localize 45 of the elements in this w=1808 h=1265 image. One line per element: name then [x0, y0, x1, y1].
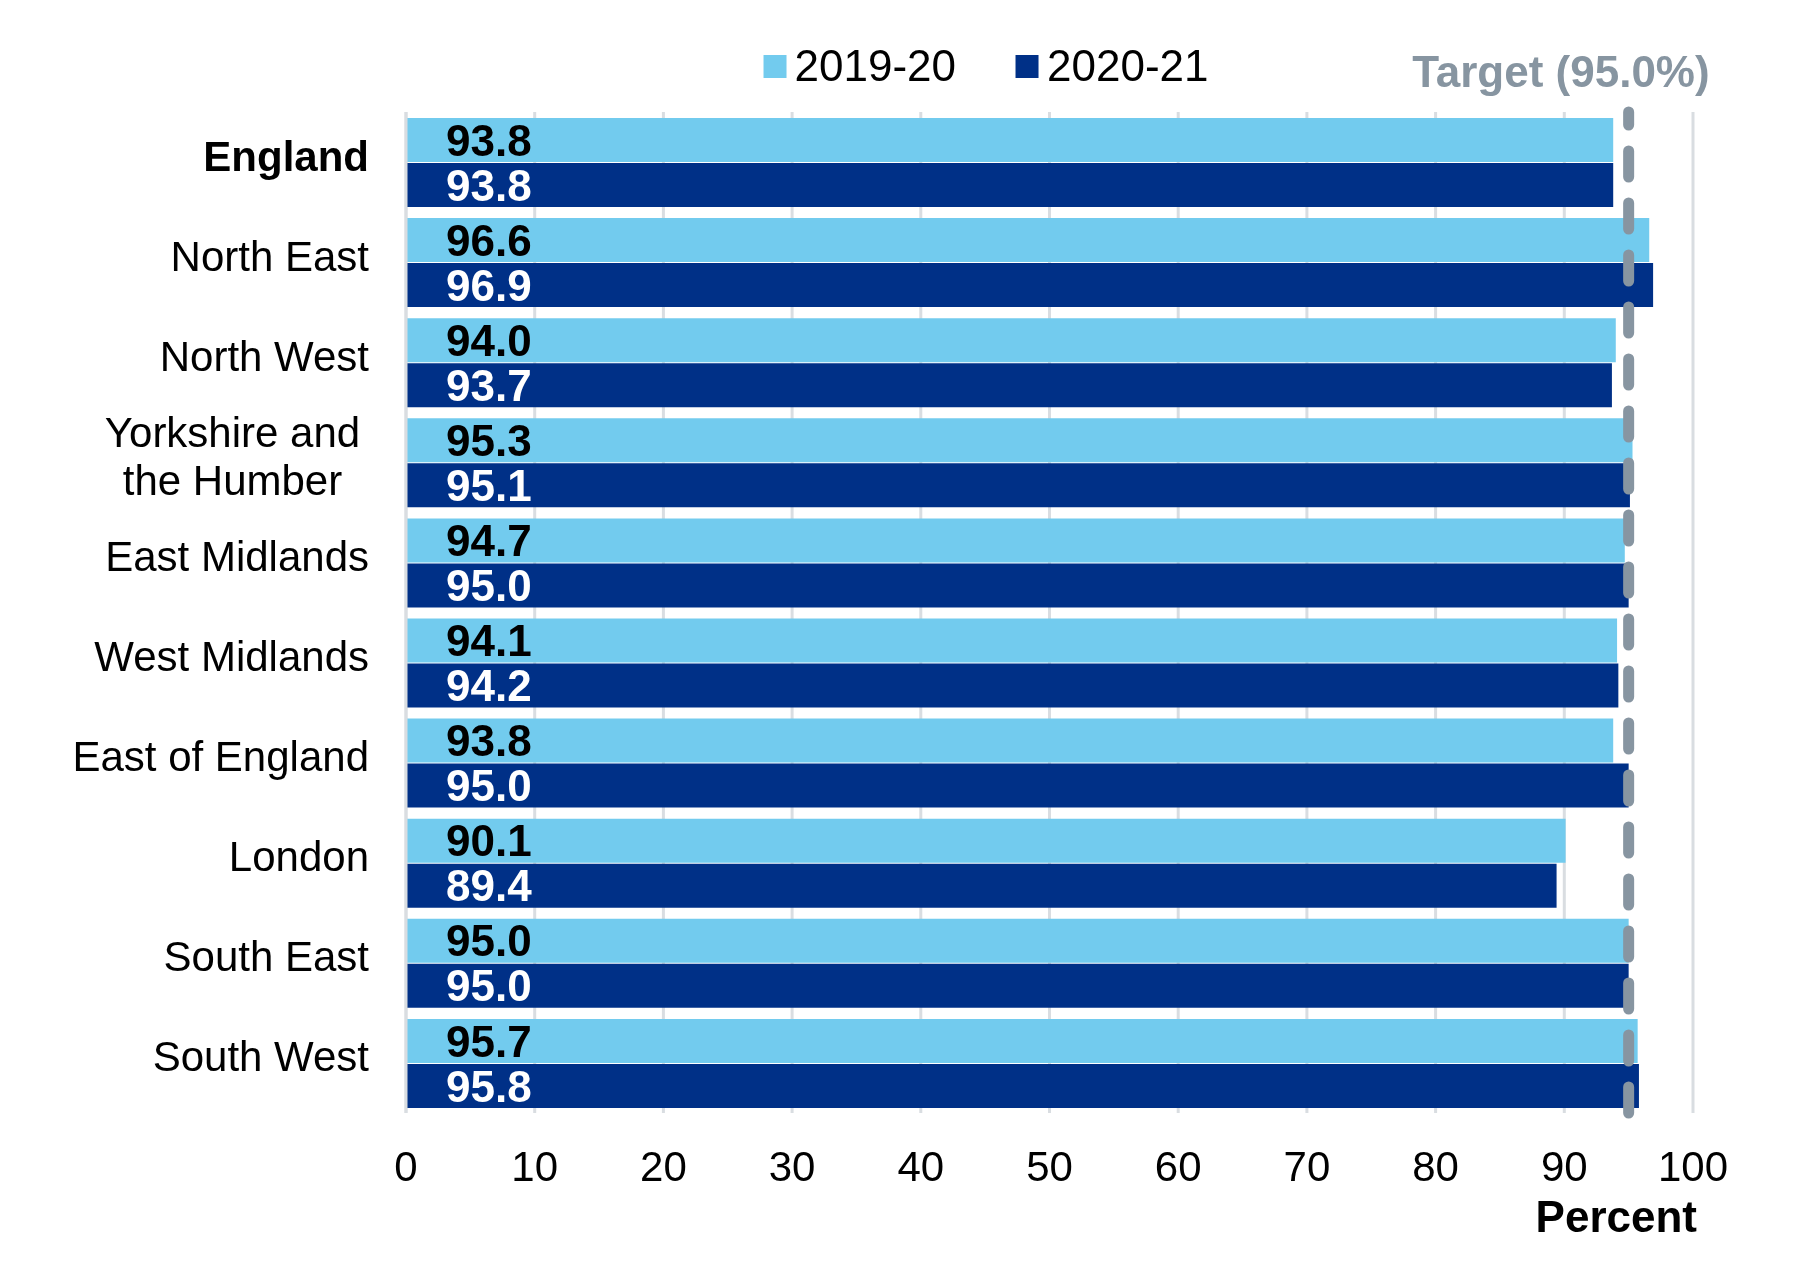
bar — [406, 763, 1629, 808]
bar — [406, 663, 1619, 708]
bar — [406, 163, 1614, 208]
y-tick-label: South East — [163, 933, 370, 981]
y-tick-label: North East — [170, 232, 370, 280]
bar — [406, 963, 1629, 1008]
bar — [406, 418, 1633, 463]
bar — [406, 918, 1629, 963]
y-tick-label: East of England — [72, 733, 369, 781]
x-tick-label: 70 — [1283, 1142, 1331, 1190]
bar — [406, 118, 1614, 163]
x-tick-label: 0 — [394, 1142, 418, 1190]
x-axis-title: Percent — [1535, 1192, 1698, 1241]
legend-label: 2020-21 — [1047, 41, 1209, 91]
bar — [406, 1063, 1639, 1108]
legend-label: 2019-20 — [794, 41, 956, 91]
y-tick-label: South West — [152, 1033, 370, 1081]
ref-line-label: Target (95.0%) — [1412, 47, 1710, 96]
bar — [406, 518, 1625, 563]
x-tick-label: 20 — [640, 1142, 687, 1190]
bar — [406, 218, 1650, 263]
x-tick-label: 30 — [768, 1142, 816, 1190]
bar — [406, 1018, 1638, 1063]
y-tick-label: England — [203, 132, 369, 180]
x-tick-label: 90 — [1540, 1142, 1588, 1190]
bar — [406, 363, 1612, 408]
y-tick-label: East Midlands — [105, 532, 369, 580]
bar — [406, 563, 1629, 608]
bar — [406, 263, 1654, 308]
x-tick-label: 50 — [1026, 1142, 1073, 1190]
x-tick-label: 40 — [897, 1142, 945, 1190]
bar — [406, 463, 1630, 508]
bar — [406, 318, 1616, 363]
y-tick-label: Yorkshire and the Humber — [104, 408, 361, 504]
y-tick-label: London — [228, 833, 369, 881]
x-tick-label: 80 — [1412, 1142, 1459, 1190]
x-tick-label: 100 — [1657, 1142, 1729, 1190]
bar — [406, 718, 1614, 763]
x-tick-label: 60 — [1154, 1142, 1202, 1190]
bar — [406, 818, 1566, 863]
bar — [406, 863, 1557, 908]
y-tick-label: North West — [159, 332, 370, 380]
x-tick-label: 10 — [511, 1142, 559, 1190]
bar — [406, 618, 1618, 663]
y-tick-label: West Midlands — [94, 633, 369, 681]
